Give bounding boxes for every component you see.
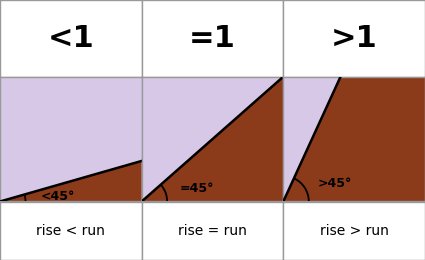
Text: >45°: >45° — [318, 177, 352, 190]
Polygon shape — [142, 77, 283, 202]
Polygon shape — [283, 77, 425, 202]
Polygon shape — [0, 161, 142, 202]
Text: =45°: =45° — [180, 182, 214, 195]
Text: <1: <1 — [48, 24, 94, 53]
Text: <45°: <45° — [41, 190, 75, 203]
Text: rise = run: rise = run — [178, 224, 247, 238]
Text: rise < run: rise < run — [37, 224, 105, 238]
Text: >1: >1 — [331, 24, 377, 53]
Text: =1: =1 — [189, 24, 236, 53]
Text: rise > run: rise > run — [320, 224, 388, 238]
